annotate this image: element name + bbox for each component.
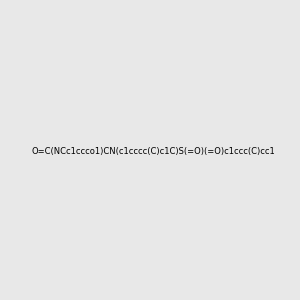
Text: O=C(NCc1ccco1)CN(c1cccc(C)c1C)S(=O)(=O)c1ccc(C)cc1: O=C(NCc1ccco1)CN(c1cccc(C)c1C)S(=O)(=O)c… xyxy=(32,147,276,156)
